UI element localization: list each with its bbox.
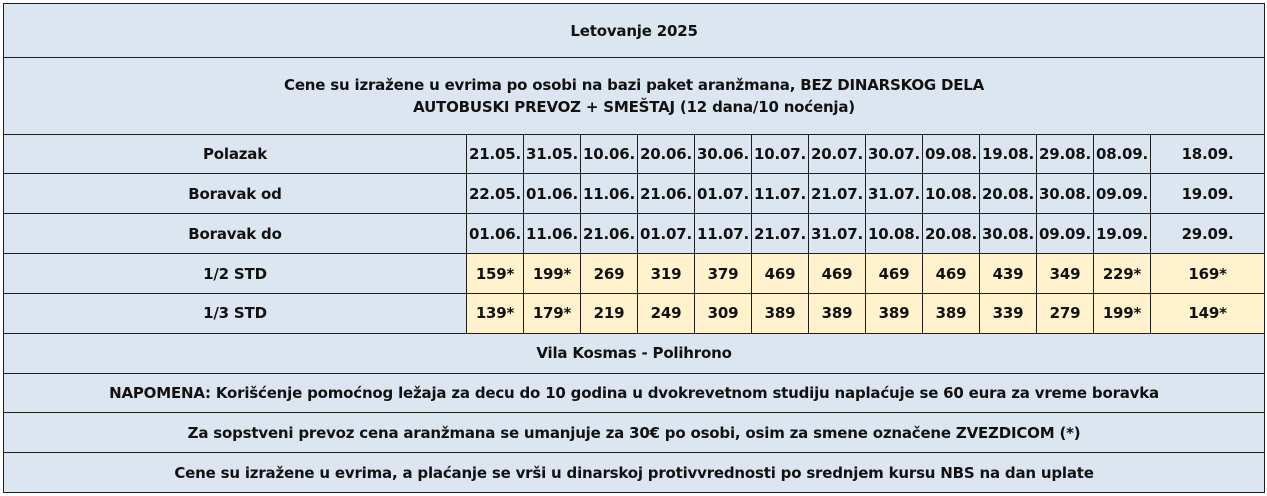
date-cell: 01.07.: [694, 173, 752, 215]
hotel-row: Vila Kosmas - Polihrono: [2, 332, 1266, 374]
price-cell: 469: [808, 253, 866, 294]
date-cell: 21.06.: [580, 213, 638, 255]
price-cell: 469: [922, 253, 980, 294]
date-cell: 30.07.: [865, 133, 923, 175]
date-cell: 21.05.: [466, 133, 524, 175]
price-cell: 179*: [523, 292, 581, 334]
date-cell: 31.07.: [865, 173, 923, 215]
intro-text: Cene su izražene u evrima po osobi na ba…: [2, 57, 1266, 135]
own-transport-row: Za sopstveni prevoz cena aranžmana se um…: [2, 412, 1266, 454]
price-cell: 269: [580, 253, 638, 294]
date-cell: 21.07.: [808, 173, 866, 215]
napomena-row: NAPOMENA: Korišćenje pomoćnog ležaja za …: [2, 372, 1266, 414]
price-cell: 219: [580, 292, 638, 334]
date-cell: 22.05.: [466, 173, 524, 215]
price-cell: 379: [694, 253, 752, 294]
date-cell: 09.09.: [1093, 173, 1151, 215]
price-cell: 279: [1036, 292, 1094, 334]
payment-note: Cene su izražene u evrima, a plaćanje se…: [2, 452, 1266, 493]
intro-line-1: Cene su izražene u evrima po osobi na ba…: [284, 75, 985, 94]
napomena-note: NAPOMENA: Korišćenje pomoćnog ležaja za …: [2, 372, 1266, 414]
date-cell: 09.09.: [1036, 213, 1094, 255]
row-std-1-3: 1/3 STD 139* 179* 219 249 309 389 389 38…: [3, 292, 1266, 334]
date-cell: 10.07.: [751, 133, 809, 175]
date-cell: 11.07.: [751, 173, 809, 215]
price-cell: 199*: [523, 253, 581, 294]
date-cell: 20.08.: [922, 213, 980, 255]
date-cell: 10.06.: [580, 133, 638, 175]
date-cell: 19.09.: [1093, 213, 1151, 255]
date-cell: 20.06.: [637, 133, 695, 175]
row-std-1-2: 1/2 STD 159* 199* 269 319 379 469 469 46…: [3, 253, 1266, 294]
date-cell: 09.08.: [922, 133, 980, 175]
price-cell: 319: [637, 253, 695, 294]
date-cell: 21.06.: [637, 173, 695, 215]
price-cell: 169*: [1149, 253, 1266, 294]
date-cell: 19.09.: [1149, 173, 1266, 215]
price-cell: 149*: [1149, 292, 1266, 334]
row-label-boravak-od: Boravak od: [3, 173, 467, 215]
date-cell: 11.06.: [580, 173, 638, 215]
date-cell: 18.09.: [1149, 133, 1266, 175]
price-cell: 389: [922, 292, 980, 334]
date-cell: 31.05.: [523, 133, 581, 175]
price-cell: 439: [979, 253, 1037, 294]
date-cell: 30.08.: [1036, 173, 1094, 215]
price-cell: 199*: [1093, 292, 1151, 334]
price-cell: 469: [865, 253, 923, 294]
date-cell: 01.06.: [466, 213, 524, 255]
date-cell: 11.06.: [523, 213, 581, 255]
price-cell: 389: [865, 292, 923, 334]
row-boravak-od: Boravak od 22.05. 01.06. 11.06. 21.06. 0…: [3, 173, 1266, 215]
date-cell: 01.06.: [523, 173, 581, 215]
date-cell: 31.07.: [808, 213, 866, 255]
price-cell: 139*: [466, 292, 524, 334]
date-cell: 29.09.: [1149, 213, 1266, 255]
row-label-boravak-do: Boravak do: [3, 213, 467, 255]
payment-row: Cene su izražene u evrima, a plaćanje se…: [2, 452, 1266, 493]
date-cell: 10.08.: [922, 173, 980, 215]
row-label-polazak: Polazak: [3, 133, 467, 175]
price-cell: 339: [979, 292, 1037, 334]
date-cell: 11.07.: [694, 213, 752, 255]
row-polazak: Polazak 21.05. 31.05. 10.06. 20.06. 30.0…: [3, 133, 1266, 175]
hotel-name: Vila Kosmas - Polihrono: [2, 332, 1266, 374]
price-cell: 249: [637, 292, 695, 334]
row-boravak-do: Boravak do 01.06. 11.06. 21.06. 01.07. 1…: [3, 213, 1266, 255]
price-cell: 389: [808, 292, 866, 334]
price-cell: 309: [694, 292, 752, 334]
intro-line-2: AUTOBUSKI PREVOZ + SMEŠTAJ (12 dana/10 n…: [413, 97, 855, 116]
price-cell: 469: [751, 253, 809, 294]
date-cell: 21.07.: [751, 213, 809, 255]
date-cell: 10.08.: [865, 213, 923, 255]
date-cell: 20.07.: [808, 133, 866, 175]
price-cell: 349: [1036, 253, 1094, 294]
price-cell: 229*: [1093, 253, 1151, 294]
intro-row: Cene su izražene u evrima po osobi na ba…: [2, 57, 1266, 135]
date-cell: 29.08.: [1036, 133, 1094, 175]
date-cell: 30.08.: [979, 213, 1037, 255]
row-label-std-1-2: 1/2 STD: [3, 253, 467, 294]
price-cell: 389: [751, 292, 809, 334]
date-cell: 19.08.: [979, 133, 1037, 175]
date-cell: 20.08.: [979, 173, 1037, 215]
table-title: Letovanje 2025: [2, 2, 1266, 59]
own-transport-note: Za sopstveni prevoz cena aranžmana se um…: [2, 412, 1266, 454]
date-cell: 01.07.: [637, 213, 695, 255]
date-cell: 30.06.: [694, 133, 752, 175]
price-cell: 159*: [466, 253, 524, 294]
title-row: Letovanje 2025: [2, 2, 1266, 59]
date-cell: 08.09.: [1093, 133, 1151, 175]
row-label-std-1-3: 1/3 STD: [3, 292, 467, 334]
